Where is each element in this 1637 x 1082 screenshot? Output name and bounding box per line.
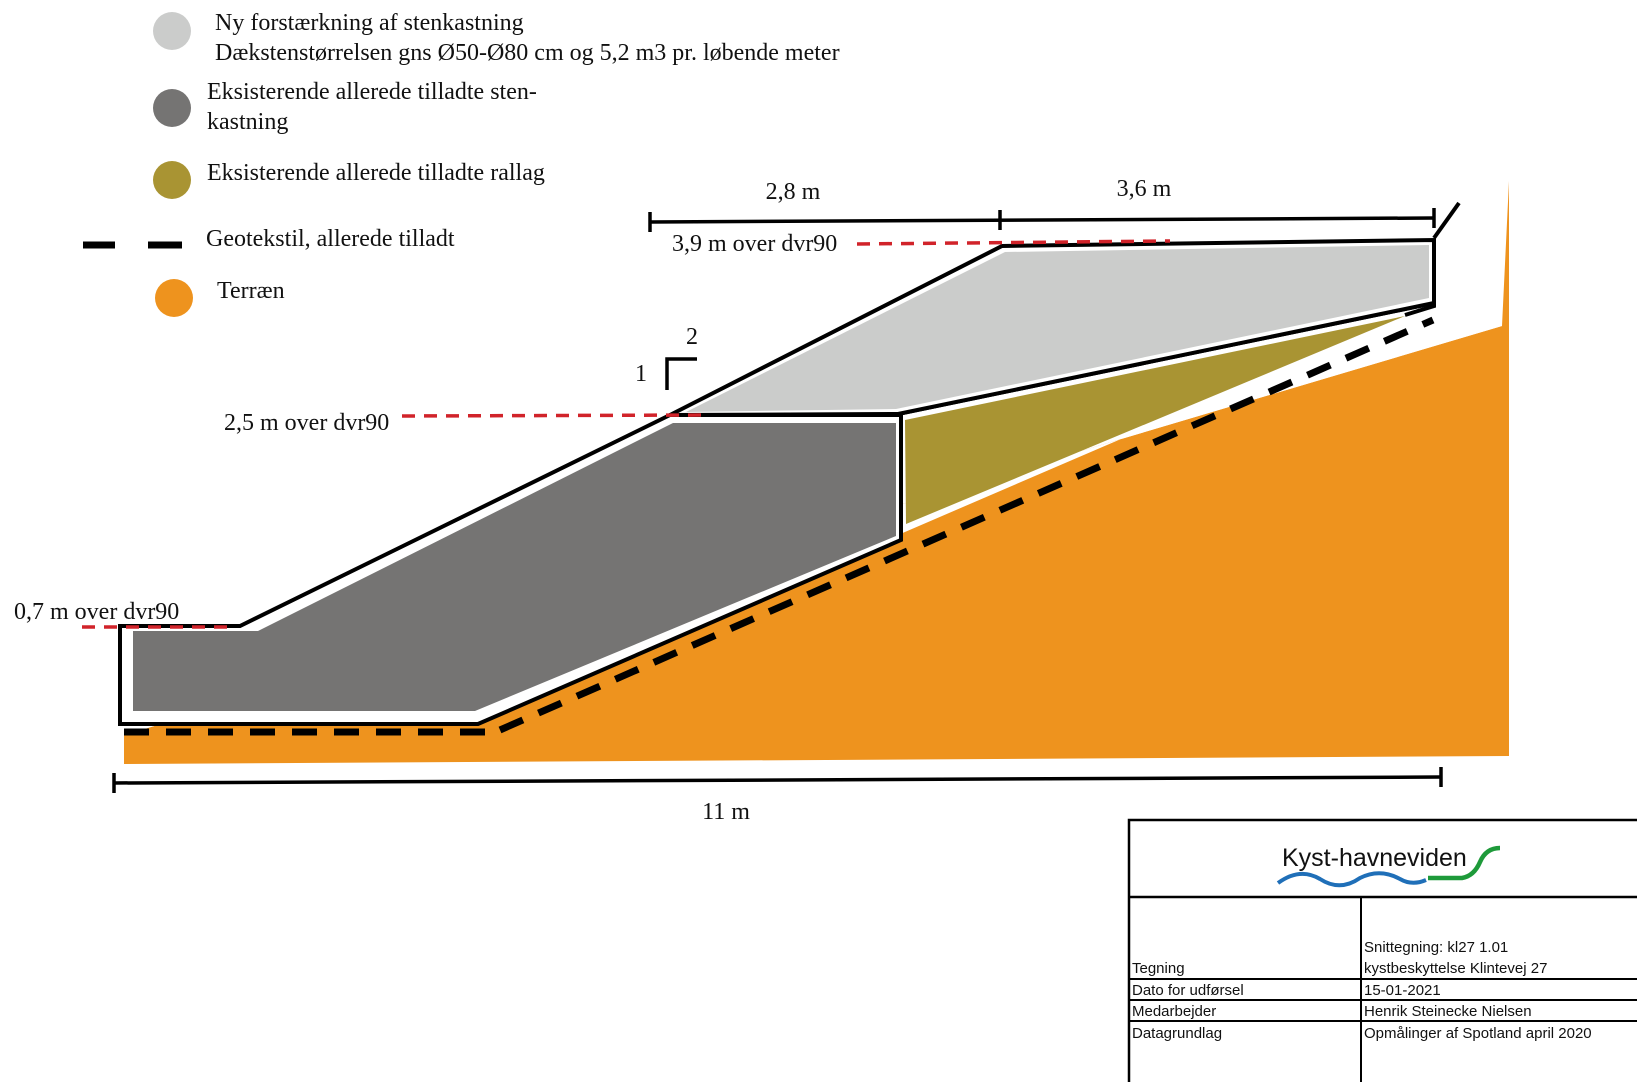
legend-label-existing-revetment-line1: Eksisterende allerede tilladte sten- <box>207 79 537 105</box>
legend: Ny forstærkning af stenkastning Dækstens… <box>83 10 840 317</box>
legend-label-geotextile: Geotekstil, allerede tilladt <box>206 226 455 252</box>
dimension-bottom <box>112 767 1443 793</box>
structure-top-right-tick <box>1432 201 1461 240</box>
logo-wave-blue <box>1276 871 1427 888</box>
drawing-title: Snittegning: kl27 1.01 <box>1364 939 1508 956</box>
slope-label-vertical: 1 <box>635 361 647 387</box>
title-block-label-date: Dato for udførsel <box>1132 982 1244 999</box>
legend-label-new-revetment-line1: Ny forstærkning af stenkastning <box>215 10 524 36</box>
company-logo: Kyst-havneviden <box>1276 844 1501 888</box>
logo-wave-green <box>1428 845 1501 881</box>
level-label-middle: 2,5 m over dvr90 <box>224 410 389 436</box>
legend-label-new-revetment-line2: Dækstenstørrelsen gns Ø50-Ø80 cm og 5,2 … <box>215 40 840 66</box>
level-label-bottom: 0,7 m over dvr90 <box>14 599 179 625</box>
geotextile-line-slope <box>498 316 1435 734</box>
title-block-value-employee: Henrik Steinecke Nielsen <box>1364 1003 1532 1020</box>
slope-indicator-icon <box>665 357 697 390</box>
existing-revetment-fill <box>133 423 896 711</box>
dimension-label-top-left: 2,8 m <box>766 179 821 205</box>
legend-label-existing-layer: Eksisterende allerede tilladte rallag <box>207 160 545 186</box>
title-block-label-data-basis: Datagrundlag <box>1132 1025 1222 1042</box>
structure-right-edge <box>1404 240 1436 317</box>
slope-label-horizontal: 2 <box>686 324 698 350</box>
logo-text: Kyst-havneviden <box>1282 844 1467 872</box>
new-revetment-fill <box>686 245 1429 412</box>
level-line-middle <box>401 413 711 418</box>
legend-swatch-existing-layer <box>153 161 191 199</box>
dimension-label-total: 11 m <box>702 799 750 825</box>
legend-swatch-new-revetment <box>153 12 191 50</box>
terrain-shape <box>124 181 1509 764</box>
title-block-value-date: 15-01-2021 <box>1364 982 1441 999</box>
level-label-top: 3,9 m over dvr90 <box>672 231 837 257</box>
dimension-label-top-right: 3,6 m <box>1117 176 1172 202</box>
legend-label-terrain: Terræn <box>217 278 285 304</box>
drawing-subtitle: kystbeskyttelse Klintevej 27 <box>1364 960 1547 977</box>
legend-swatch-existing-revetment <box>153 89 191 127</box>
legend-swatch-terrain <box>155 279 193 317</box>
title-block: Kyst-havneviden Snittegning: kl27 1.01 k… <box>1127 818 1637 1082</box>
level-line-top <box>856 239 1171 246</box>
title-block-label-employee: Medarbejder <box>1132 1003 1216 1020</box>
dimension-top <box>648 208 1436 232</box>
title-block-label-drawing: Tegning <box>1132 960 1185 977</box>
title-block-value-data-basis: Opmålinger af Spotland april 2020 <box>1364 1025 1592 1042</box>
existing-layer-fill <box>905 316 1405 524</box>
legend-label-existing-revetment-line2: kastning <box>207 109 288 135</box>
